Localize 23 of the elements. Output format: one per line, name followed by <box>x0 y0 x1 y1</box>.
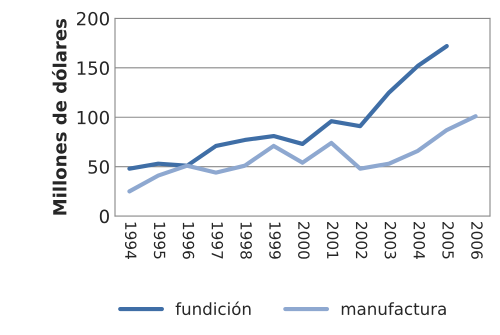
y-tick-label: 0 <box>100 210 109 224</box>
x-tick-label: 2001 <box>326 222 338 258</box>
legend-label: manufactura <box>342 302 446 316</box>
y-tick-label: 200 <box>77 12 109 26</box>
x-tick-label: 1999 <box>269 222 281 259</box>
y-tick-label: 50 <box>88 160 109 174</box>
x-tick-label: 1997 <box>212 222 224 259</box>
x-tick-label: 2005 <box>442 222 454 258</box>
y-tick-label: 150 <box>78 61 109 75</box>
x-tick-label: 1995 <box>154 222 166 258</box>
y-axis-title: Millones de dólares <box>52 19 67 215</box>
x-tick-label: 2002 <box>356 222 368 258</box>
line-series <box>127 114 478 194</box>
line-series <box>127 44 449 171</box>
x-tick-label: 1996 <box>182 222 194 259</box>
legend-label: fundición <box>176 302 251 316</box>
x-tick-label: 2006 <box>471 222 483 259</box>
x-tick-label: 1994 <box>124 222 137 259</box>
x-tick-label: 2000 <box>298 222 310 259</box>
x-tick-label: 2004 <box>413 222 426 259</box>
y-tick-label: 100 <box>78 110 109 124</box>
x-tick-label: 1998 <box>240 222 252 259</box>
x-tick-label: 2003 <box>384 222 396 259</box>
